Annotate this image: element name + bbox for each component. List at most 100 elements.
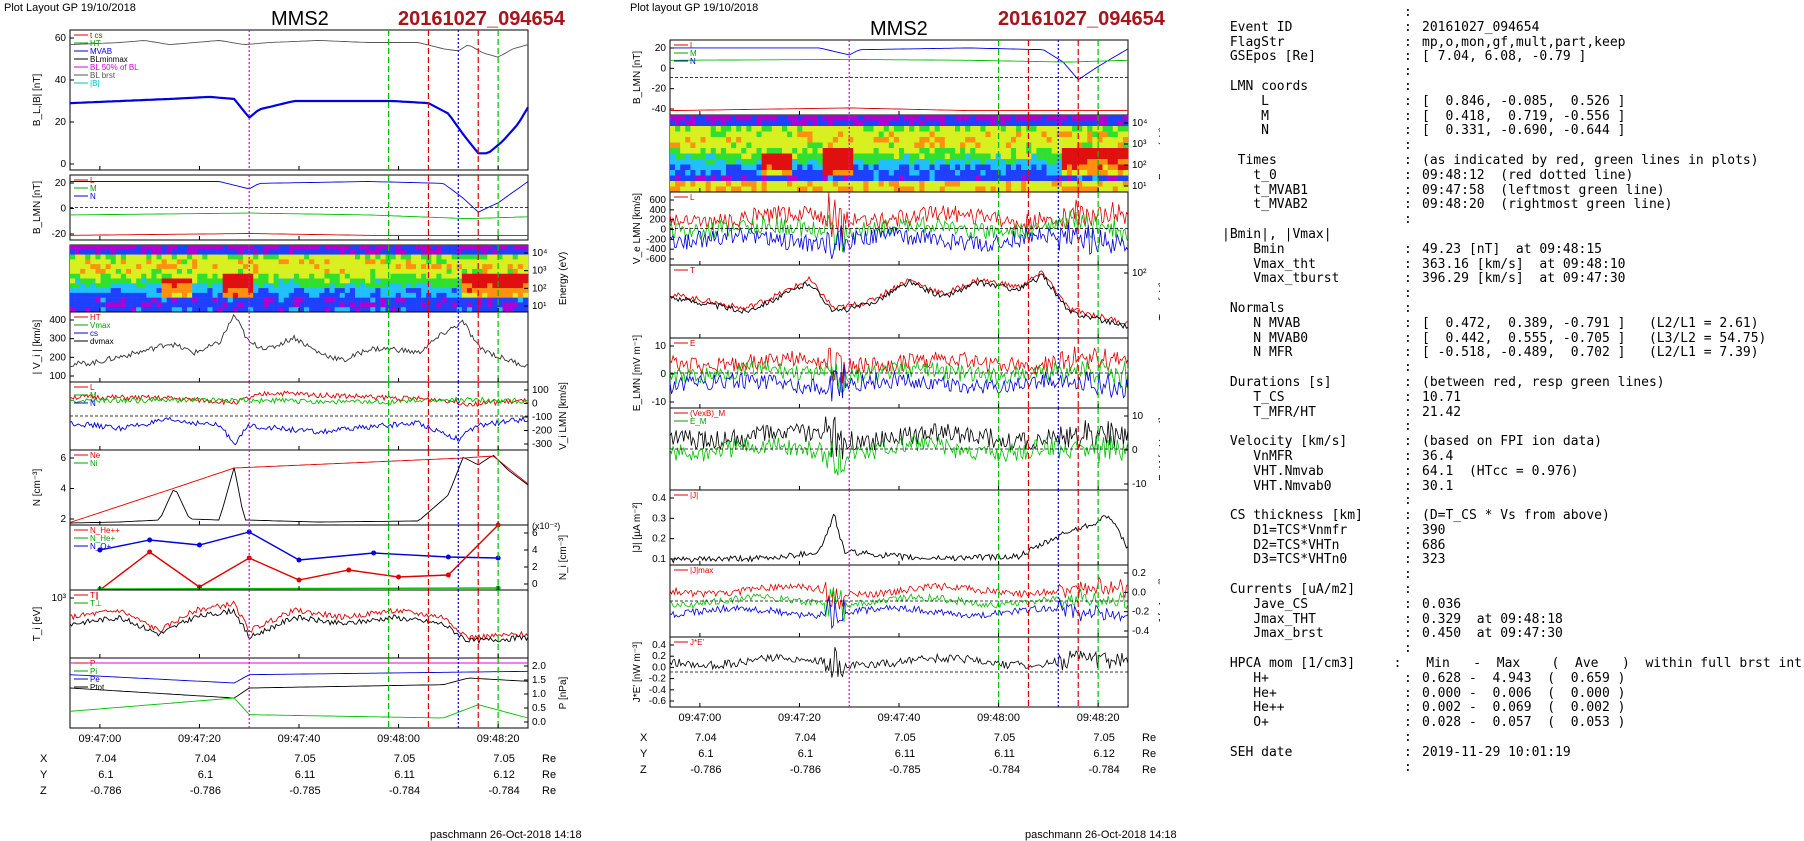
spectrogram-cell [171,302,178,308]
y-axis-label-right: Energy (eV) [558,252,569,305]
spectrogram-cell [1051,153,1058,160]
spectrogram-cell [1056,170,1063,176]
spectrogram-cell [756,148,762,154]
ephem-unit: Re [542,769,556,781]
spectrogram-cell [75,249,81,255]
spectrogram-cell [985,170,991,176]
spectrogram-cell [395,283,402,289]
spectrogram-cell [853,142,859,149]
spectrogram-cell [187,245,193,251]
legend-label: Pe [90,675,100,684]
spectrogram-cell [878,153,885,160]
summary-key: D3=TCS*VHTn0 [1222,552,1348,568]
spectrogram-cell [1016,137,1022,143]
spectrogram-cell [1061,175,1068,182]
spectrogram-cell [472,273,478,279]
legend-label: M [90,391,97,400]
spectrogram-cell [146,283,152,289]
spectrogram-cell [700,142,706,149]
spectrogram-cell [512,283,519,289]
spectrogram-cell [232,264,239,270]
spectrogram-cell [278,297,285,303]
spectrogram-cell [924,164,930,171]
spectrogram-cell [929,181,935,187]
y-axis-label-right: V_i LMN [km/s] [558,382,569,450]
spectrogram-cell [720,120,727,127]
spectrogram-cell [924,181,930,187]
spectrogram-cell [690,126,696,132]
spectrogram-cell [827,131,834,138]
data-point [196,542,202,548]
spectrogram-cell [522,283,529,289]
series-line-N [69,233,528,236]
spectrogram-cell [904,131,910,138]
spectrogram-cell [222,268,229,275]
panel-je: 0.40.20.0-0.2-0.4-0.6J*E' [nW m⁻³] J*E' [632,636,1129,708]
spectrogram-cell [832,148,839,154]
spectrogram-cell [914,164,920,171]
spectrogram-cell [766,148,773,154]
spectrogram-cell [237,302,244,308]
spectrogram-cell [1072,153,1078,160]
summary-key: N MVAB [1222,315,1301,331]
summary-key: t_MVAB2 [1222,197,1309,213]
y-tick-label: 2 [60,514,66,525]
spectrogram-cell [1097,175,1103,182]
spectrogram-cell [781,131,788,138]
spectrogram-cell [207,259,213,265]
spectrogram-cell [731,126,737,132]
spectrogram-cell [863,186,869,193]
legend-label: M [690,49,697,58]
spectrogram-cell [670,153,676,160]
spectrogram-cell [80,278,86,284]
spectrogram-cell [1010,181,1017,187]
summary-key: H+ [1222,670,1269,686]
spectrogram-cell [731,170,737,176]
spectrogram-cell [293,307,300,313]
spectrogram-cell [1097,153,1103,160]
spectrogram-cell [222,283,229,289]
spectrogram-cell [1005,137,1012,143]
time-tick-label: 09:47:40 [878,712,921,724]
spectrogram-cell [715,126,722,132]
spectrogram-cell [451,254,458,260]
spectrogram-cell [680,142,686,149]
spectrogram-cell [1000,153,1007,160]
spectrogram-cell [1092,164,1098,171]
spectrogram-cell [304,307,310,313]
spectrogram-cell [919,142,925,149]
spectrogram-cell [309,302,315,308]
spectrogram-cell [720,131,727,138]
summary-row: Jave_CS:0.036 [1222,597,1802,613]
spectrogram-cell [80,249,86,255]
spectrogram-cell [482,259,488,265]
spectrogram-cell [837,142,844,149]
y-tick-label: -20 [52,229,67,240]
spectrogram-cell [1061,137,1068,143]
spectrogram-cell [131,245,137,251]
y-tick-label: 10² [1132,268,1147,279]
spectrogram-cell [192,292,198,298]
y-tick-label: 100 [532,385,549,396]
spectrogram-cell [914,137,920,143]
spectrogram-cell [690,170,696,176]
spectrogram-cell [136,268,142,275]
spectrogram-cell [802,137,808,143]
spectrogram-cell [339,268,346,275]
y-tick-label: 20 [55,178,67,189]
spectrogram-cell [832,175,839,182]
spectrogram-cell [217,292,223,298]
spectrogram-cell [1082,148,1088,154]
spectrogram-cell [334,307,341,313]
spectrogram-cell [80,288,86,294]
spectrogram-cell [980,186,986,193]
spectrogram-cell [110,288,117,294]
spectrogram-cell [807,142,813,149]
spectrogram-cell [853,137,859,143]
spectrogram-cell [685,126,691,132]
spectrogram-cell [731,131,737,138]
spectrogram-cell [197,292,203,298]
spectrogram-cell [472,278,478,284]
spectrogram-cell [232,278,239,284]
spectrogram-cell [461,307,468,313]
